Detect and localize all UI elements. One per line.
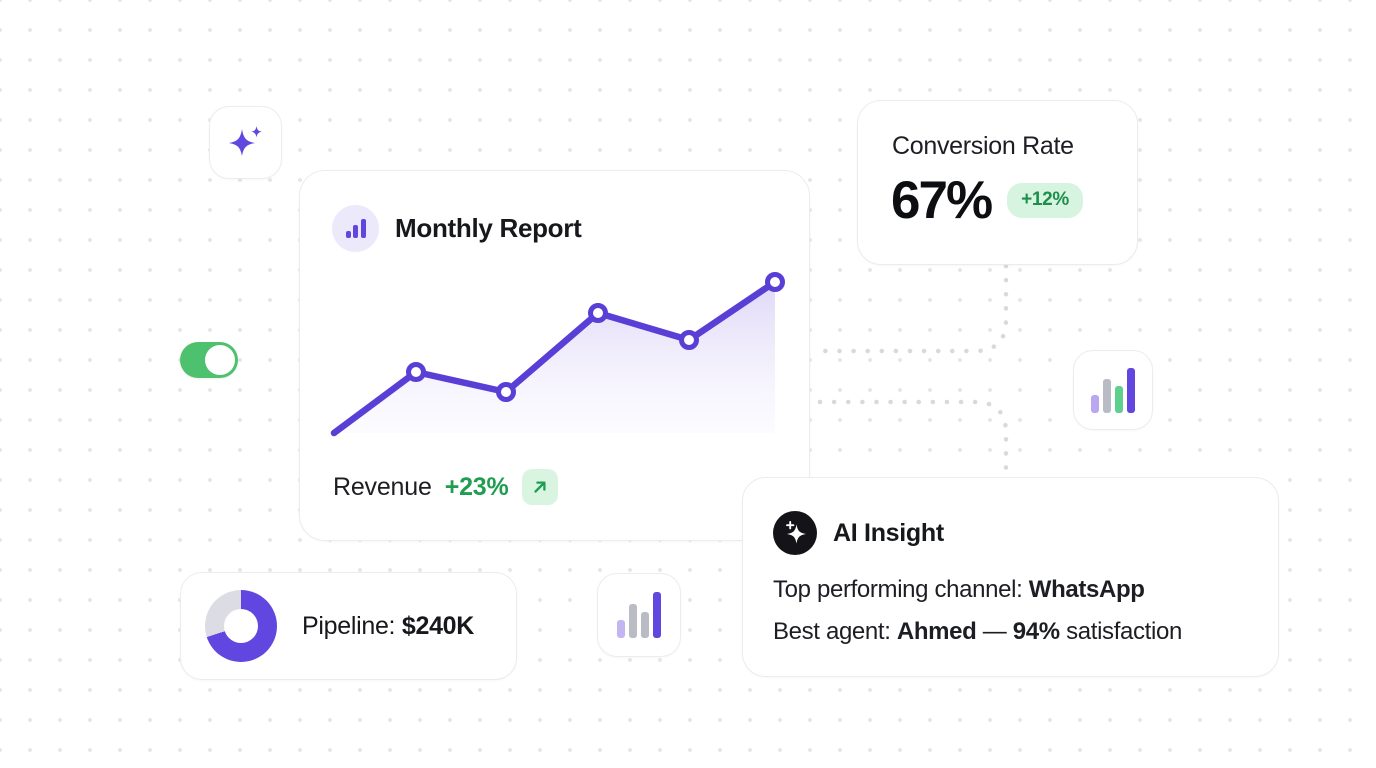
toggle-knob xyxy=(205,345,235,375)
conversion-rate-badge: +12% xyxy=(1007,183,1084,218)
conversion-rate-value-row: 67% +12% xyxy=(891,171,1084,230)
bar-chart-icon-bars xyxy=(345,219,366,238)
bar-chart-icon xyxy=(617,592,661,638)
sparkle-icon xyxy=(228,125,262,156)
pipeline-label: Pipeline: $240K xyxy=(302,612,474,641)
chart-markers xyxy=(406,272,785,402)
feature-toggle[interactable] xyxy=(180,342,238,378)
monthly-report-title: Monthly Report xyxy=(395,213,582,243)
ai-insight-line-2: Best agent: Ahmed — 94% satisfaction xyxy=(773,618,1182,646)
bar-chart-icon xyxy=(1091,367,1135,413)
ai-insight-line-1: Top performing channel: WhatsApp xyxy=(773,576,1145,604)
conversion-rate-title: Conversion Rate xyxy=(892,132,1074,160)
ai-insight-card[interactable]: AI Insight Top performing channel: Whats… xyxy=(742,477,1279,677)
ai-line-2-separator: — xyxy=(976,618,1013,645)
revenue-label: Revenue xyxy=(333,472,432,501)
bar-chart-tile-bottom[interactable] xyxy=(597,573,681,657)
donut-chart-icon xyxy=(205,590,277,662)
donut-chart-hole xyxy=(224,609,258,643)
revenue-line-chart xyxy=(330,272,785,437)
conversion-rate-value: 67% xyxy=(891,171,993,230)
ai-sparkle-icon xyxy=(773,511,817,555)
ai-insight-header: AI Insight xyxy=(773,511,944,555)
pipeline-label-value: $240K xyxy=(401,611,475,640)
chart-area-fill xyxy=(334,282,775,433)
ai-line-2-suffix: satisfaction xyxy=(1059,618,1182,645)
pipeline-card[interactable]: Pipeline: $240K xyxy=(180,572,517,680)
monthly-report-card[interactable]: Monthly Report Revenue +23% xyxy=(299,170,810,541)
revenue-summary: Revenue +23% xyxy=(333,469,558,505)
bar-chart-tile-right[interactable] xyxy=(1073,350,1153,430)
revenue-delta: +23% xyxy=(444,472,509,501)
sparkle-tile[interactable] xyxy=(209,106,282,179)
bar-chart-icon xyxy=(332,205,379,252)
chart-line xyxy=(330,278,779,437)
pipeline-label-prefix: Pipeline: xyxy=(302,611,402,640)
conversion-rate-card[interactable]: Conversion Rate 67% +12% xyxy=(857,100,1138,265)
ai-line-2-prefix: Best agent: xyxy=(773,618,897,645)
arrow-up-right-icon xyxy=(521,469,558,505)
ai-line-1-prefix: Top performing channel: xyxy=(773,576,1029,603)
ai-line-1-value: WhatsApp xyxy=(1028,576,1145,603)
ai-insight-title: AI Insight xyxy=(833,518,944,547)
ai-line-2-value2: 94% xyxy=(1012,618,1060,645)
monthly-report-header: Monthly Report xyxy=(332,205,582,252)
ai-line-2-value: Ahmed xyxy=(896,618,977,645)
